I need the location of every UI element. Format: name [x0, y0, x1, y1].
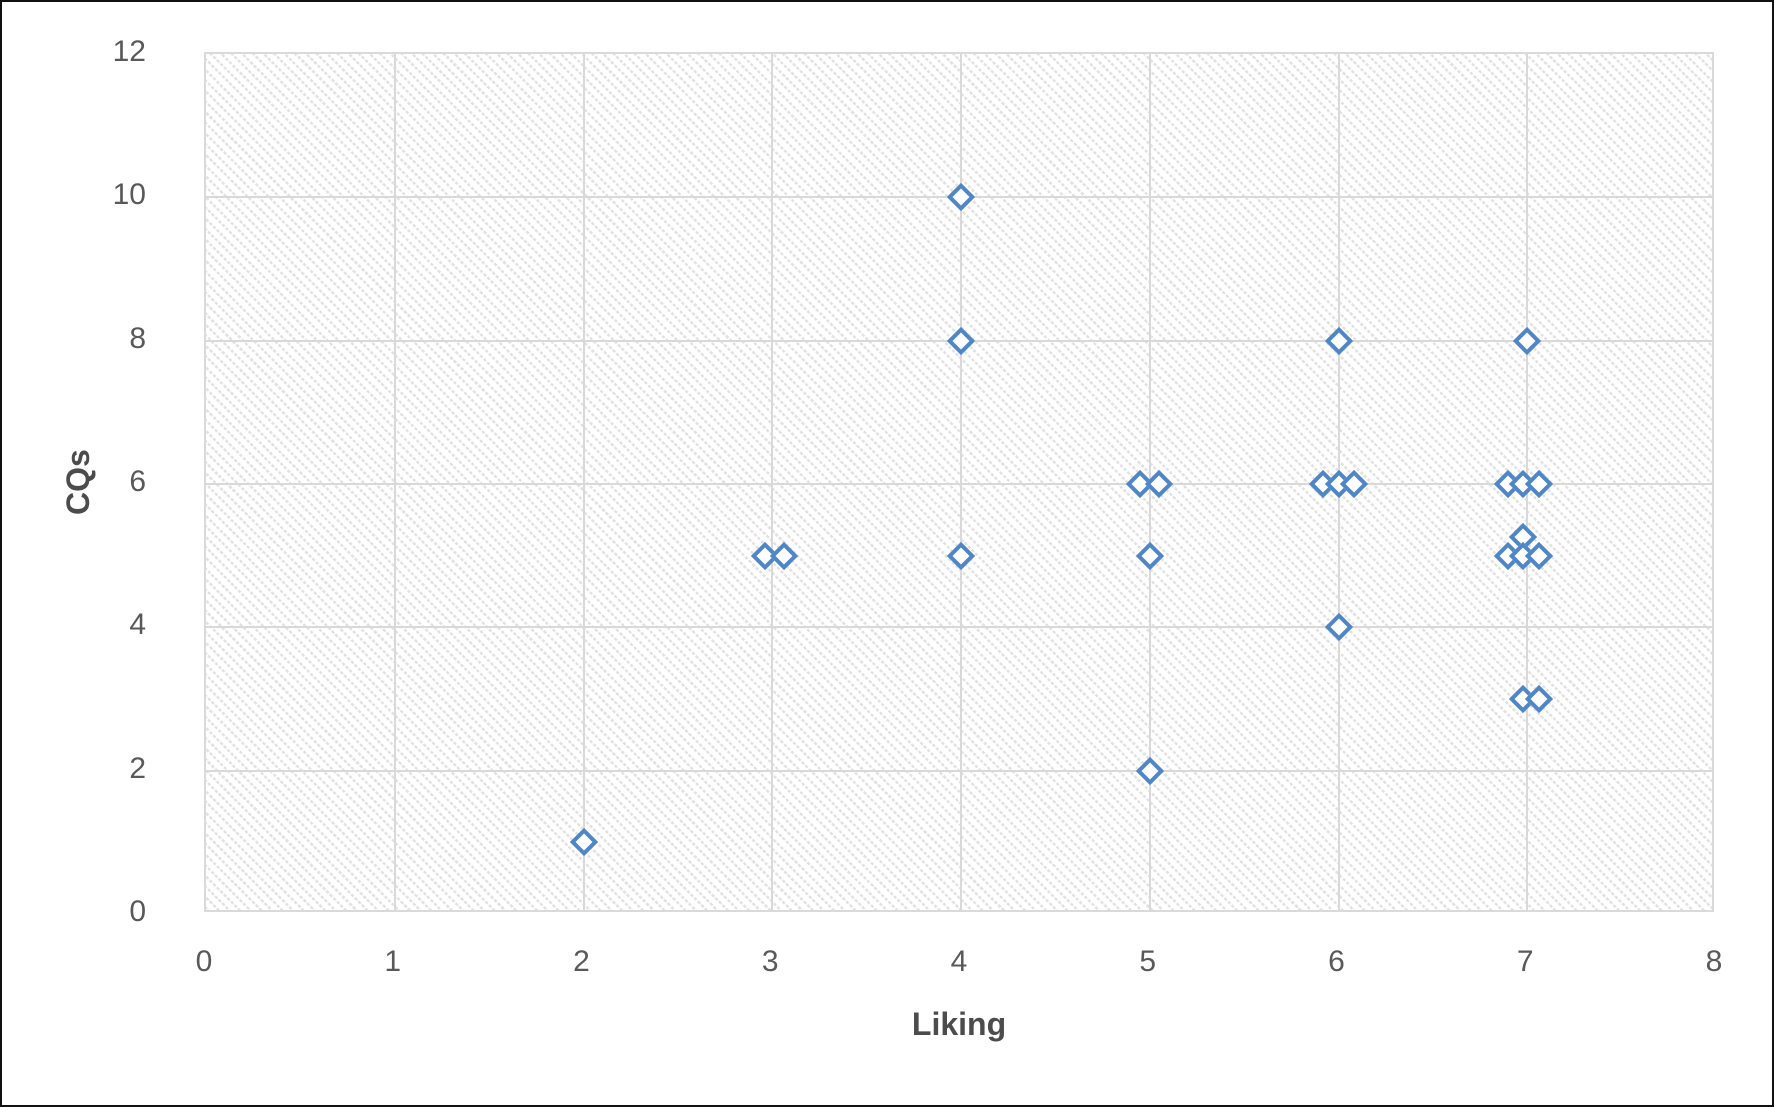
y-axis-tick-label: 2 [129, 751, 146, 785]
x-axis-title: Liking [911, 1006, 1007, 1042]
x-axis-tick-label: 7 [1516, 945, 1534, 978]
y-axis-tick-label: 4 [129, 608, 146, 642]
y-axis-tick-label: 6 [129, 465, 146, 498]
plot-area[interactable] [204, 52, 1714, 912]
data-point-marker[interactable] [1524, 469, 1553, 499]
y-axis-tick-label: 10 [112, 178, 146, 212]
vertical-gridline [582, 54, 585, 910]
x-axis-tick-label: 6 [1328, 945, 1345, 978]
x-axis-tick-label: 4 [950, 945, 968, 978]
data-point-marker[interactable] [1324, 326, 1353, 355]
x-axis-tick-label: 1 [384, 945, 402, 978]
horizontal-gridline [206, 483, 1712, 485]
data-point-marker[interactable] [569, 828, 598, 857]
data-point-marker[interactable] [1324, 613, 1353, 642]
x-axis-tick-label: 0 [195, 945, 213, 978]
data-point-marker[interactable] [946, 183, 976, 212]
vertical-gridline [393, 54, 396, 910]
x-axis-tick-label: 3 [761, 945, 779, 978]
data-point-marker[interactable] [1135, 541, 1164, 570]
data-point-marker[interactable] [769, 541, 798, 570]
data-point-marker[interactable] [1135, 756, 1164, 785]
vertical-gridline [960, 54, 962, 910]
x-axis-tick-label: 5 [1139, 945, 1157, 978]
horizontal-gridline [206, 626, 1712, 629]
horizontal-gridline [206, 769, 1712, 772]
y-axis-tick-label: 0 [129, 895, 146, 928]
data-point-marker[interactable] [1524, 541, 1553, 570]
vertical-gridline [771, 54, 774, 910]
data-point-marker[interactable] [946, 541, 976, 570]
data-point-marker[interactable] [946, 326, 976, 355]
y-axis-tick-label: 8 [129, 321, 146, 355]
x-axis-tick-label: 8 [1705, 945, 1723, 978]
x-axis-tick-label: 2 [573, 945, 590, 978]
y-axis-tick-label: 12 [112, 35, 146, 68]
data-point-marker[interactable] [1513, 326, 1542, 355]
data-point-marker[interactable] [1524, 684, 1553, 714]
